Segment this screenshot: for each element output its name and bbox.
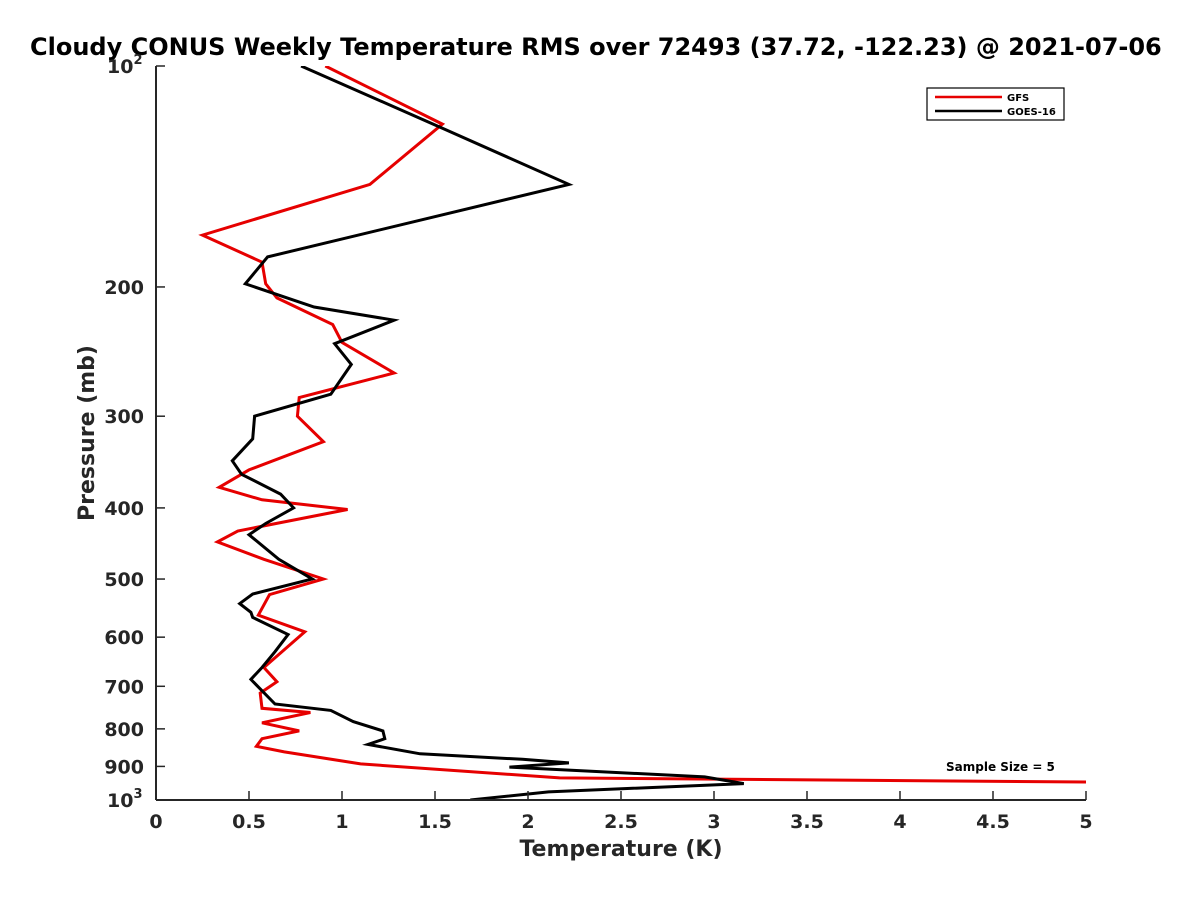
x-tick-label: 3.5 (790, 811, 824, 833)
x-tick-label: 1.5 (418, 811, 452, 833)
y-ticks: 102 200 300 400 500 600 700 800 900 103 (104, 53, 165, 812)
y-tick-label: 500 (104, 569, 144, 591)
legend-label-goes16: GOES-16 (1007, 107, 1056, 118)
legend-label-gfs: GFS (1007, 93, 1029, 104)
sample-size-annotation: Sample Size = 5 (946, 760, 1055, 774)
x-axis-label: Temperature (K) (519, 837, 722, 862)
legend-box (926, 87, 1065, 121)
x-tick-label: 0.5 (232, 811, 266, 833)
x-tick-label: 0 (149, 811, 162, 833)
x-ticks: 0 0.5 1 1.5 2 2.5 3 3.5 4 4.5 5 (149, 791, 1093, 833)
y-tick-label: 200 (104, 277, 144, 299)
y-tick-label: 700 (104, 676, 144, 698)
legend: GFS GOES-16 (926, 87, 1065, 121)
axes (155, 66, 1086, 801)
series-line-gfs (198, 66, 1086, 784)
x-tick-label: 3 (707, 811, 720, 833)
y-tick-label: 900 (104, 756, 144, 778)
y-tick-label: 102 (107, 53, 143, 78)
y-axis-label: Pressure (mb) (75, 345, 100, 521)
y-tick-label: 103 (107, 787, 143, 812)
x-tick-label: 2 (521, 811, 534, 833)
x-tick-label: 2.5 (604, 811, 638, 833)
y-tick-label: 800 (104, 719, 144, 741)
y-tick-label: 400 (104, 498, 144, 520)
x-tick-label: 4.5 (976, 811, 1010, 833)
x-tick-label: 4 (893, 811, 906, 833)
x-tick-label: 5 (1079, 811, 1092, 833)
x-tick-label: 1 (335, 811, 348, 833)
series-group (198, 66, 1086, 800)
y-tick-label: 600 (104, 627, 144, 649)
series-line-goes16 (230, 66, 745, 800)
chart-title: Cloudy CONUS Weekly Temperature RMS over… (30, 33, 1162, 61)
y-tick-label: 300 (104, 406, 144, 428)
